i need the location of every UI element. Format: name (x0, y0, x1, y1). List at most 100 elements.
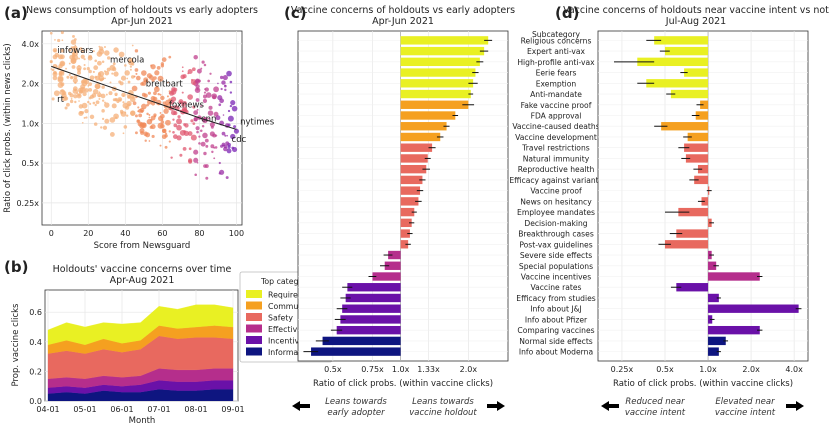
panel-b-xtick-label: 04-01 (36, 405, 59, 414)
panel-a-point (111, 103, 117, 109)
panel-a-point (218, 172, 221, 175)
panel-a-point (135, 75, 141, 81)
panel-a-point (104, 101, 106, 104)
panel-a-point (183, 123, 187, 126)
panel-a-point (196, 108, 199, 111)
category-label: Normal side effects (519, 337, 593, 346)
panel-a-point (131, 62, 135, 66)
panel-a-point (72, 86, 78, 91)
panel-d-bar (708, 293, 719, 303)
panel-a-point (155, 85, 159, 89)
panel-a-point (109, 117, 116, 123)
panel-d-title-line2: Jul-Aug 2021 (665, 16, 726, 27)
panel-d-bar (697, 164, 709, 174)
legend-title: Top category (260, 277, 311, 286)
panel-c-xlabel: Ratio of click probs. (within vaccine cl… (313, 379, 493, 389)
panel-d-bars: Vaccine concerns of holdouts near vaccin… (563, 5, 829, 418)
panel-a-point (159, 111, 162, 114)
panel-a-point (217, 95, 223, 101)
panel-a-point (72, 77, 78, 84)
panel-a-point (89, 102, 92, 105)
panel-a-point (130, 94, 135, 99)
panel-a-xtick-label: 60 (157, 229, 167, 238)
panel-a-point (224, 88, 227, 92)
panel-a-xtick-label: 80 (194, 229, 204, 238)
panel-a-point (115, 116, 118, 119)
panel-a-point (104, 102, 110, 108)
panel-a-point (68, 48, 72, 52)
panel-a-point (220, 87, 223, 91)
panel-a-point (66, 75, 70, 79)
category-label: Employee mandates (517, 208, 595, 217)
panel-a-point (173, 111, 178, 116)
panel-a-point (129, 65, 132, 68)
panel-a-point (182, 146, 187, 151)
panel-a-point (187, 68, 193, 75)
panel-a-point (113, 47, 119, 53)
panel-a-point (187, 131, 193, 136)
panel-a-point (78, 57, 80, 60)
panel-a-point (205, 92, 212, 98)
panel-a-point (160, 113, 165, 119)
panel-c-note-left-1: Leans towards (325, 397, 387, 407)
category-label: Efficacy from studies (516, 294, 595, 303)
legend-swatch-safety (246, 313, 262, 321)
category-label: Info about Pfizer (525, 315, 588, 324)
panel-a-point (168, 140, 171, 143)
panel-a-point (136, 119, 141, 124)
panel-c-bar (372, 272, 401, 281)
panel-a-title-line2: Apr-Jun 2021 (111, 16, 173, 27)
panel-d-xlabel: Ratio of click probs. (within vaccine cl… (613, 379, 793, 389)
panel-a-point (163, 108, 169, 114)
panel-a-point (114, 92, 118, 96)
panel-a-point (213, 157, 216, 160)
panel-a-point (72, 34, 75, 38)
panel-a-point (195, 126, 200, 131)
panel-a-point (101, 109, 105, 113)
panel-a-point (98, 98, 101, 100)
panel-a-point (160, 120, 165, 124)
legend-swatch-effectiveness (246, 324, 262, 333)
panel-a-point (113, 113, 119, 120)
panel-a-point (92, 70, 95, 74)
panel-a-point (227, 145, 231, 149)
panel-a-scatter: News consumption of holdouts vs early ad… (3, 5, 275, 251)
panel-d-bar (637, 57, 709, 67)
panel-a-point (120, 75, 127, 81)
category-label: Eerie fears (536, 69, 577, 78)
panel-a-point (203, 151, 207, 156)
legend-label-information: Information (268, 348, 313, 357)
panel-a-point (74, 44, 77, 47)
legend-label-incentives: Incentives (268, 337, 308, 346)
panel-c-bar (400, 197, 419, 206)
panel-d-note-right-2: vaccine intent (715, 408, 776, 418)
panel-a-point (92, 88, 99, 95)
panel-b-letter: (b) (4, 258, 28, 276)
panel-a-point (118, 51, 125, 58)
panel-c-bar (400, 143, 433, 152)
panel-a-point (103, 46, 106, 49)
panel-a-point (200, 104, 203, 107)
panel-a-point (188, 147, 192, 151)
panel-d-left-arrow-icon (601, 401, 619, 411)
panel-a-point (179, 153, 183, 157)
panel-a-point (202, 132, 208, 139)
panel-a-point (100, 93, 106, 99)
panel-a-point (53, 90, 60, 97)
panel-c-bar (400, 218, 412, 228)
panel-a-point (190, 119, 194, 123)
panel-a-point (223, 84, 227, 88)
panel-a-point (218, 161, 221, 165)
category-label: Breakthrough cases (518, 230, 594, 239)
panel-d-bar (664, 240, 709, 249)
panel-a-point (74, 81, 77, 84)
panel-a-point (73, 94, 78, 99)
panel-a-point (73, 75, 78, 80)
panel-a-point (95, 100, 100, 105)
panel-a-point (88, 88, 93, 92)
panel-a-point (195, 84, 200, 89)
panel-a-annotation: breitbart (146, 80, 184, 90)
panel-d-bar (670, 89, 709, 99)
panel-a-point (141, 122, 147, 128)
category-labels: Subcategory Religious concerns Expert ant… (509, 30, 602, 357)
